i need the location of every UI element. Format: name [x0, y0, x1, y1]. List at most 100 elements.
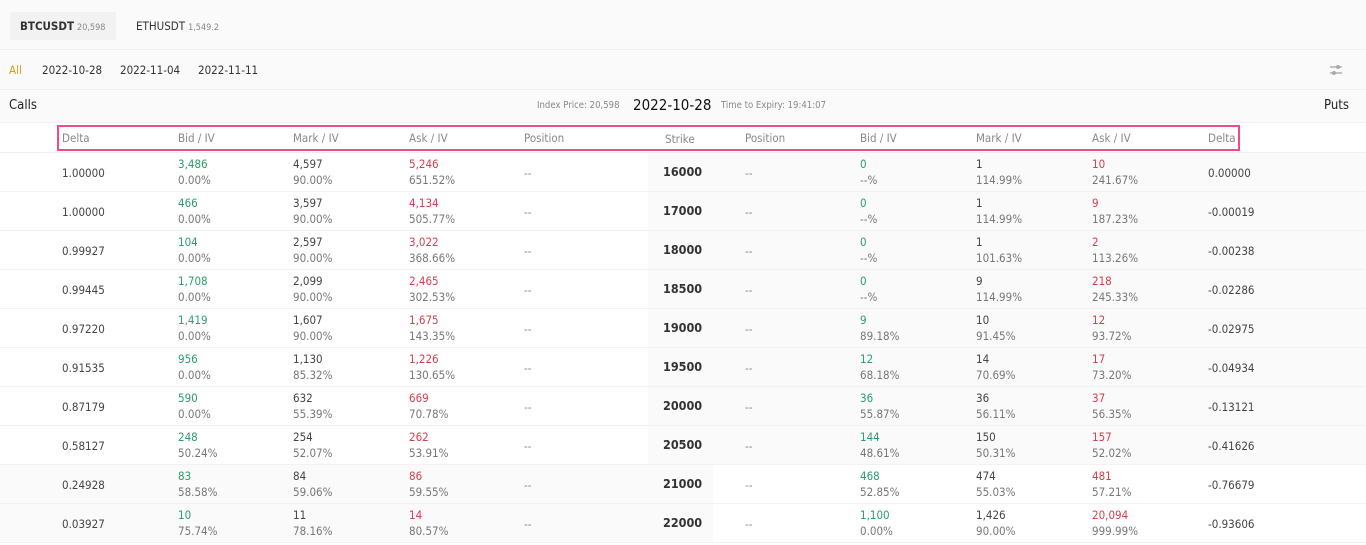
put-bid-price: 0 [860, 157, 867, 171]
put-mark-cell[interactable]: 1 101.63% [976, 234, 1022, 266]
call-mark-cell[interactable]: 632 55.39% [293, 390, 332, 422]
put-ask-cell[interactable]: 10 241.67% [1092, 156, 1138, 188]
table-row[interactable]: 1.00000 3,486 0.00% 4,597 90.00% 5,246 651.52%… [0, 153, 1366, 192]
table-row[interactable]: 0.87179 590 0.00% 632 55.39% 669 70.78% -- -- 36 5… [0, 387, 1366, 426]
table-row[interactable]: 0.99927 104 0.00% 2,597 90.00% 3,022 368.66% --… [0, 231, 1366, 270]
table-row[interactable]: 1.00000 466 0.00% 3,597 90.00% 4,134 505.77% --… [0, 192, 1366, 231]
date-tab-all[interactable]: All [9, 63, 22, 77]
put-mark-cell[interactable]: 1,426 90.00% [976, 507, 1015, 539]
put-ask-cell[interactable]: 481 57.21% [1092, 468, 1131, 500]
put-mark-cell[interactable]: 1 114.99% [976, 156, 1022, 188]
call-ask-cell[interactable]: 14 80.57% [409, 507, 448, 539]
put-bid-cell[interactable]: 9 89.18% [860, 312, 899, 344]
put-mark-cell[interactable]: 14 70.69% [976, 351, 1015, 383]
put-mark-iv: 70.69% [976, 368, 1016, 382]
put-mark-cell[interactable]: 150 50.31% [976, 429, 1015, 461]
call-ask-cell[interactable]: 1,675 143.35% [409, 312, 455, 344]
put-ask-iv: 187.23% [1092, 212, 1139, 226]
call-ask-cell[interactable]: 4,134 505.77% [409, 195, 455, 227]
row-shading [648, 231, 1366, 269]
table-header: Delta Bid / IV Mark / IV Ask / IV Positi… [0, 123, 1366, 153]
put-bid-cell[interactable]: 36 55.87% [860, 390, 899, 422]
put-mark-iv: 101.63% [976, 251, 1023, 265]
call-mark-cell[interactable]: 3,597 90.00% [293, 195, 332, 227]
call-mark-cell[interactable]: 254 52.07% [293, 429, 332, 461]
call-mark-cell[interactable]: 1,130 85.32% [293, 351, 332, 383]
tab-ethusdt[interactable]: ETHUSDT 1,549.2 [126, 12, 229, 40]
call-bid-price: 466 [178, 196, 198, 210]
call-bid-cell[interactable]: 248 50.24% [178, 429, 217, 461]
put-ask-cell[interactable]: 218 245.33% [1092, 273, 1138, 305]
table-row[interactable]: 0.91535 956 0.00% 1,130 85.32% 1,226 130.65% --… [0, 348, 1366, 387]
call-ask-cell[interactable]: 2,465 302.53% [409, 273, 455, 305]
put-bid-cell[interactable]: 0 --% [860, 234, 877, 266]
table-row[interactable]: 0.99445 1,708 0.00% 2,099 90.00% 2,465 302.53%… [0, 270, 1366, 309]
date-tab[interactable]: 2022-11-04 [120, 63, 181, 77]
table-row[interactable]: 0.03927 10 75.74% 11 78.16% 14 80.57% -- -- 1,100… [0, 504, 1366, 543]
call-bid-cell[interactable]: 83 58.58% [178, 468, 217, 500]
put-ask-cell[interactable]: 17 73.20% [1092, 351, 1131, 383]
date-tab[interactable]: 2022-10-28 [42, 63, 103, 77]
put-bid-iv: --% [860, 173, 878, 187]
expiry-date: 2022-10-28 [633, 96, 712, 114]
call-ask-iv: 53.91% [409, 446, 449, 460]
call-mark-iv: 90.00% [293, 173, 333, 187]
call-ask-cell[interactable]: 262 53.91% [409, 429, 448, 461]
put-bid-cell[interactable]: 144 48.61% [860, 429, 899, 461]
call-position: -- [524, 205, 532, 219]
call-mark-cell[interactable]: 11 78.16% [293, 507, 332, 539]
call-bid-cell[interactable]: 3,486 0.00% [178, 156, 211, 188]
call-position: -- [524, 166, 532, 180]
settings-sliders-icon[interactable] [1329, 63, 1343, 80]
call-mark-cell[interactable]: 2,597 90.00% [293, 234, 332, 266]
strike-price: 16000 [663, 164, 703, 179]
put-bid-iv: 52.85% [860, 485, 900, 499]
put-ask-cell[interactable]: 157 52.02% [1092, 429, 1131, 461]
call-bid-cell[interactable]: 104 0.00% [178, 234, 211, 266]
put-bid-cell[interactable]: 0 --% [860, 156, 877, 188]
table-row[interactable]: 0.97220 1,419 0.00% 1,607 90.00% 1,675 143.35%… [0, 309, 1366, 348]
put-position: -- [745, 166, 753, 180]
table-row[interactable]: 0.24928 83 58.58% 84 59.06% 86 59.55% -- -- 468 52… [0, 465, 1366, 504]
call-ask-cell[interactable]: 1,226 130.65% [409, 351, 455, 383]
put-ask-cell[interactable]: 37 56.35% [1092, 390, 1131, 422]
call-bid-cell[interactable]: 590 0.00% [178, 390, 211, 422]
put-ask-cell[interactable]: 9 187.23% [1092, 195, 1138, 227]
call-bid-cell[interactable]: 956 0.00% [178, 351, 211, 383]
put-mark-price: 14 [976, 352, 990, 366]
call-bid-cell[interactable]: 10 75.74% [178, 507, 217, 539]
table-row[interactable]: 0.58127 248 50.24% 254 52.07% 262 53.91% -- -- 14… [0, 426, 1366, 465]
put-ask-iv: 241.67% [1092, 173, 1139, 187]
call-ask-cell[interactable]: 3,022 368.66% [409, 234, 455, 266]
call-delta: 0.97220 [62, 322, 105, 336]
put-ask-cell[interactable]: 20,094 999.99% [1092, 507, 1138, 539]
put-mark-price: 9 [976, 274, 983, 288]
call-bid-cell[interactable]: 466 0.00% [178, 195, 211, 227]
call-bid-cell[interactable]: 1,419 0.00% [178, 312, 211, 344]
date-tab[interactable]: 2022-11-11 [198, 63, 259, 77]
call-ask-price: 5,246 [409, 157, 439, 171]
put-mark-cell[interactable]: 10 91.45% [976, 312, 1015, 344]
put-ask-cell[interactable]: 12 93.72% [1092, 312, 1131, 344]
call-ask-cell[interactable]: 86 59.55% [409, 468, 448, 500]
put-mark-cell[interactable]: 9 114.99% [976, 273, 1022, 305]
put-mark-cell[interactable]: 36 56.11% [976, 390, 1015, 422]
put-bid-cell[interactable]: 1,100 0.00% [860, 507, 893, 539]
call-ask-cell[interactable]: 669 70.78% [409, 390, 448, 422]
put-ask-cell[interactable]: 2 113.26% [1092, 234, 1138, 266]
put-mark-cell[interactable]: 1 114.99% [976, 195, 1022, 227]
put-bid-cell[interactable]: 12 68.18% [860, 351, 899, 383]
call-ask-cell[interactable]: 5,246 651.52% [409, 156, 455, 188]
put-bid-cell[interactable]: 468 52.85% [860, 468, 899, 500]
tab-btcusdt[interactable]: BTCUSDT 20,598 [10, 12, 116, 40]
put-bid-cell[interactable]: 0 --% [860, 195, 877, 227]
call-bid-cell[interactable]: 1,708 0.00% [178, 273, 211, 305]
call-mark-cell[interactable]: 4,597 90.00% [293, 156, 332, 188]
put-mark-cell[interactable]: 474 55.03% [976, 468, 1015, 500]
put-bid-cell[interactable]: 0 --% [860, 273, 877, 305]
call-position: -- [524, 478, 532, 492]
call-mark-cell[interactable]: 84 59.06% [293, 468, 332, 500]
put-ask-iv: 93.72% [1092, 329, 1132, 343]
call-mark-cell[interactable]: 2,099 90.00% [293, 273, 332, 305]
call-mark-cell[interactable]: 1,607 90.00% [293, 312, 332, 344]
